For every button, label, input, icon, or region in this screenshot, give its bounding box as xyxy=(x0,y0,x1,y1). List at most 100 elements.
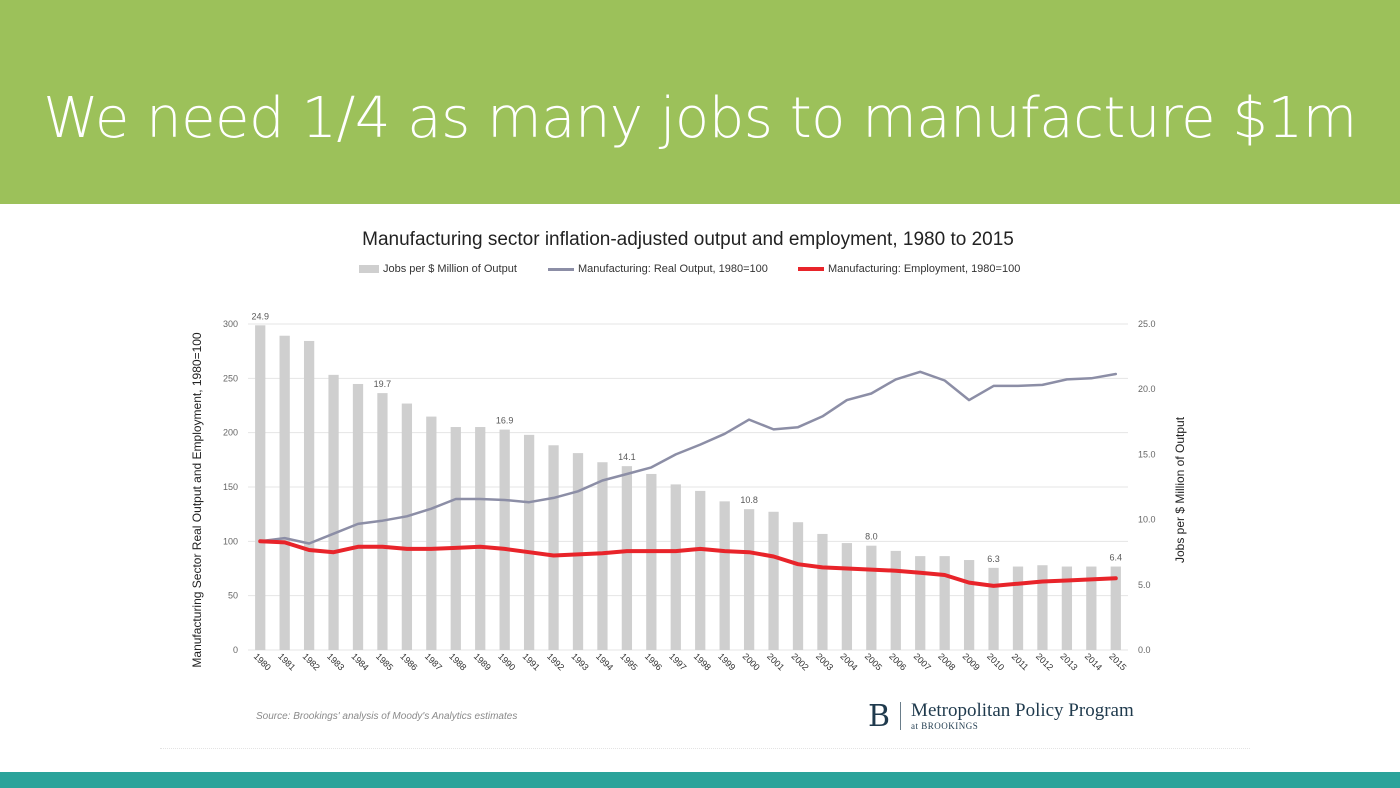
jobs-bar xyxy=(817,533,828,650)
legend-label-jobs: Jobs per $ Million of Output xyxy=(383,263,517,275)
logo-divider xyxy=(900,702,902,730)
x-tick-label: 2007 xyxy=(912,651,933,672)
x-tick-label: 2011 xyxy=(1010,651,1031,672)
jobs-bar xyxy=(1037,565,1048,650)
x-tick-label: 2012 xyxy=(1034,651,1055,672)
x-tick-label: 2009 xyxy=(961,651,982,672)
right-tick-label: 0.0 xyxy=(1138,645,1151,655)
jobs-bar xyxy=(475,427,486,650)
jobs-bar xyxy=(719,501,730,650)
bar-data-label: 16.9 xyxy=(496,416,514,426)
x-tick-label: 1990 xyxy=(496,651,517,672)
source-note: Source: Brookings' analysis of Moody's A… xyxy=(256,711,518,722)
bar-data-label: 6.4 xyxy=(1110,553,1123,563)
jobs-bar xyxy=(1061,566,1073,650)
x-tick-label: 1981 xyxy=(276,651,297,672)
x-tick-label: 1999 xyxy=(716,651,737,672)
jobs-bar xyxy=(303,340,315,650)
x-tick-label: 2005 xyxy=(863,651,884,672)
x-tick-label: 1984 xyxy=(350,651,371,672)
chart-title: Manufacturing sector inflation-adjusted … xyxy=(362,229,1014,250)
x-tick-label: 2006 xyxy=(887,651,908,672)
x-tick-label: 1993 xyxy=(570,651,591,672)
jobs-bar xyxy=(866,545,877,650)
jobs-bar xyxy=(792,522,804,650)
right-tick-label: 25.0 xyxy=(1138,319,1156,329)
x-tick-label: 2013 xyxy=(1058,651,1079,672)
logo-letter: B xyxy=(868,698,891,734)
left-tick-label: 100 xyxy=(223,536,238,546)
jobs-bar xyxy=(279,335,290,650)
output-line xyxy=(258,370,1118,545)
jobs-bar xyxy=(352,383,364,650)
legend-label-employment: Manufacturing: Employment, 1980=100 xyxy=(828,263,1021,275)
left-tick-label: 200 xyxy=(223,428,238,438)
x-tick-label: 2001 xyxy=(765,651,786,672)
jobs-bar xyxy=(890,550,901,650)
bar-data-label: 14.1 xyxy=(618,452,636,462)
jobs-bar xyxy=(743,509,755,650)
jobs-bar xyxy=(1086,566,1097,650)
jobs-bar xyxy=(401,403,413,650)
jobs-bar xyxy=(255,325,266,650)
x-tick-label: 1988 xyxy=(447,651,468,672)
employment-line xyxy=(258,539,1118,588)
divider-line xyxy=(160,748,1250,749)
x-tick-label: 1992 xyxy=(545,651,566,672)
x-tick-label: 2000 xyxy=(741,651,762,672)
x-tick-label: 1994 xyxy=(594,651,615,672)
bar-series xyxy=(255,325,1121,650)
x-tick-label: 1996 xyxy=(643,651,664,672)
legend-label-output: Manufacturing: Real Output, 1980=100 xyxy=(578,263,768,275)
x-tick-label: 2002 xyxy=(790,651,811,672)
left-tick-label: 300 xyxy=(223,319,238,329)
x-tick-label: 1980 xyxy=(252,651,273,672)
right-tick-label: 10.0 xyxy=(1138,515,1156,525)
bar-data-label: 10.8 xyxy=(740,495,758,505)
jobs-bar xyxy=(963,560,975,650)
jobs-bar xyxy=(523,434,535,650)
logo-name: Metropolitan Policy Program xyxy=(911,700,1134,721)
jobs-bar xyxy=(841,543,853,650)
left-tick-label: 150 xyxy=(223,482,238,492)
jobs-bar xyxy=(572,453,584,650)
jobs-bar xyxy=(328,374,339,650)
x-tick-label: 2015 xyxy=(1107,651,1128,672)
chart-legend: Jobs per $ Million of Output Manufacturi… xyxy=(0,263,1400,279)
left-tick-label: 0 xyxy=(233,645,238,655)
x-tick-label: 2003 xyxy=(814,651,835,672)
jobs-bar xyxy=(915,556,926,650)
jobs-bar xyxy=(426,416,437,650)
jobs-bar xyxy=(646,473,657,650)
brookings-logo: B Metropolitan Policy Program at BROOKIN… xyxy=(868,698,1134,734)
bar-data-label: 24.9 xyxy=(251,311,269,321)
left-axis-title: Manufacturing Sector Real Output and Emp… xyxy=(190,332,204,668)
legend-swatch-employment xyxy=(798,267,824,271)
x-tick-label: 1998 xyxy=(692,651,713,672)
right-tick-label: 15.0 xyxy=(1138,449,1156,459)
x-tick-label: 1985 xyxy=(374,651,395,672)
x-tick-label: 1987 xyxy=(423,651,444,672)
x-tick-label: 1982 xyxy=(301,651,322,672)
jobs-bar xyxy=(695,490,706,650)
title-banner xyxy=(0,0,1400,204)
slide-headline: We need 1/4 as many jobs to manufacture … xyxy=(43,86,1357,151)
logo-subtitle: at BROOKINGS xyxy=(911,721,979,731)
data-labels: 24.9 19.7 16.9 14.1 10.8 8.0 6.3 6.4 xyxy=(251,311,1122,564)
left-tick-label: 50 xyxy=(228,591,238,601)
x-tick-label: 1983 xyxy=(325,651,346,672)
legend-swatch-jobs xyxy=(359,265,379,273)
line-series xyxy=(258,370,1118,588)
jobs-bar xyxy=(597,462,608,650)
bar-data-label: 19.7 xyxy=(374,379,392,389)
x-tick-label: 1991 xyxy=(521,651,542,672)
x-tick-label: 2014 xyxy=(1083,651,1104,672)
legend-item-output: Manufacturing: Real Output, 1980=100 xyxy=(548,263,768,275)
right-axis: 0.0 5.0 10.0 15.0 20.0 25.0 xyxy=(1138,319,1156,655)
x-tick-label: 1989 xyxy=(472,651,493,672)
jobs-bar xyxy=(450,427,461,650)
x-tick-label: 1986 xyxy=(398,651,419,672)
jobs-bar xyxy=(499,429,510,650)
jobs-bar xyxy=(670,484,681,650)
